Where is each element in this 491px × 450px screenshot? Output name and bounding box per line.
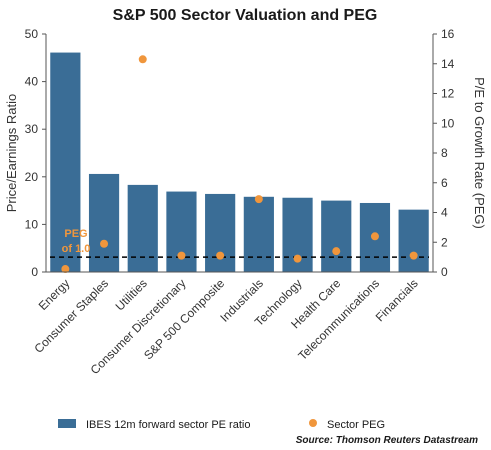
points-layer	[61, 55, 418, 274]
y-axis-label: Price/Earnings Ratio	[4, 94, 19, 213]
legend-dot-swatch	[309, 419, 317, 427]
source-note: Source: Thomson Reuters Datastream	[296, 435, 478, 446]
bars-layer	[50, 52, 429, 273]
bar-1	[88, 173, 120, 272]
left-tick-label-5: 50	[25, 27, 39, 41]
bar-0	[50, 52, 81, 273]
right-tick-label-1: 2	[441, 235, 448, 249]
right-tick-label-2: 4	[441, 206, 448, 220]
peg-point-4	[216, 251, 225, 260]
peg-point-2	[138, 55, 147, 64]
legend: IBES 12m forward sector PE ratio Sector …	[58, 419, 385, 431]
annotation-line-1: PEG	[64, 228, 87, 240]
legend-bar-swatch	[58, 419, 76, 428]
category-label-0: Energy	[36, 276, 73, 313]
right-tick-label-3: 6	[441, 176, 448, 190]
left-tick-label-0: 0	[31, 265, 38, 279]
chart-title: S&P 500 Sector Valuation and PEG	[113, 7, 378, 24]
legend-dot-label: Sector PEG	[327, 419, 385, 431]
right-tick-label-4: 8	[441, 146, 448, 160]
bar-2	[127, 184, 158, 272]
bar-9	[398, 209, 429, 272]
left-tick-label-1: 10	[25, 217, 39, 231]
left-tick-label-3: 30	[25, 122, 39, 136]
peg-annotation: PEG of 1.0	[62, 228, 91, 255]
peg-point-5	[254, 195, 263, 204]
right-tick-label-8: 16	[441, 27, 455, 41]
peg-point-7	[332, 247, 341, 256]
peg-point-0	[61, 265, 70, 274]
peg-point-8	[370, 232, 379, 241]
left-axis-ticks: 0 10 20 30 40 50	[25, 27, 46, 279]
category-label-1: Consumer Staples	[31, 276, 111, 356]
peg-point-1	[100, 239, 109, 248]
bar-7	[321, 200, 352, 272]
right-tick-label-7: 14	[441, 57, 455, 71]
y2-axis-label: P/E to Growth Rate (PEG)	[472, 77, 487, 229]
right-tick-label-6: 12	[441, 87, 455, 101]
bar-5	[243, 196, 274, 272]
category-label-2: Utilities	[113, 276, 150, 313]
left-tick-label-2: 20	[25, 170, 39, 184]
legend-bar-label: IBES 12m forward sector PE ratio	[86, 419, 250, 431]
bar-3	[166, 191, 197, 272]
peg-point-9	[409, 251, 418, 260]
category-label-9: Financials	[373, 276, 421, 324]
right-tick-label-0: 0	[441, 265, 448, 279]
annotation-line-2: of 1.0	[62, 243, 91, 255]
peg-point-6	[293, 254, 302, 263]
left-tick-label-4: 40	[25, 75, 39, 89]
peg-point-3	[177, 251, 186, 260]
right-axis-ticks: 0 2 4 6 8 10 12 14 16	[433, 27, 455, 279]
right-tick-label-5: 10	[441, 116, 455, 130]
bar-4	[205, 193, 236, 272]
